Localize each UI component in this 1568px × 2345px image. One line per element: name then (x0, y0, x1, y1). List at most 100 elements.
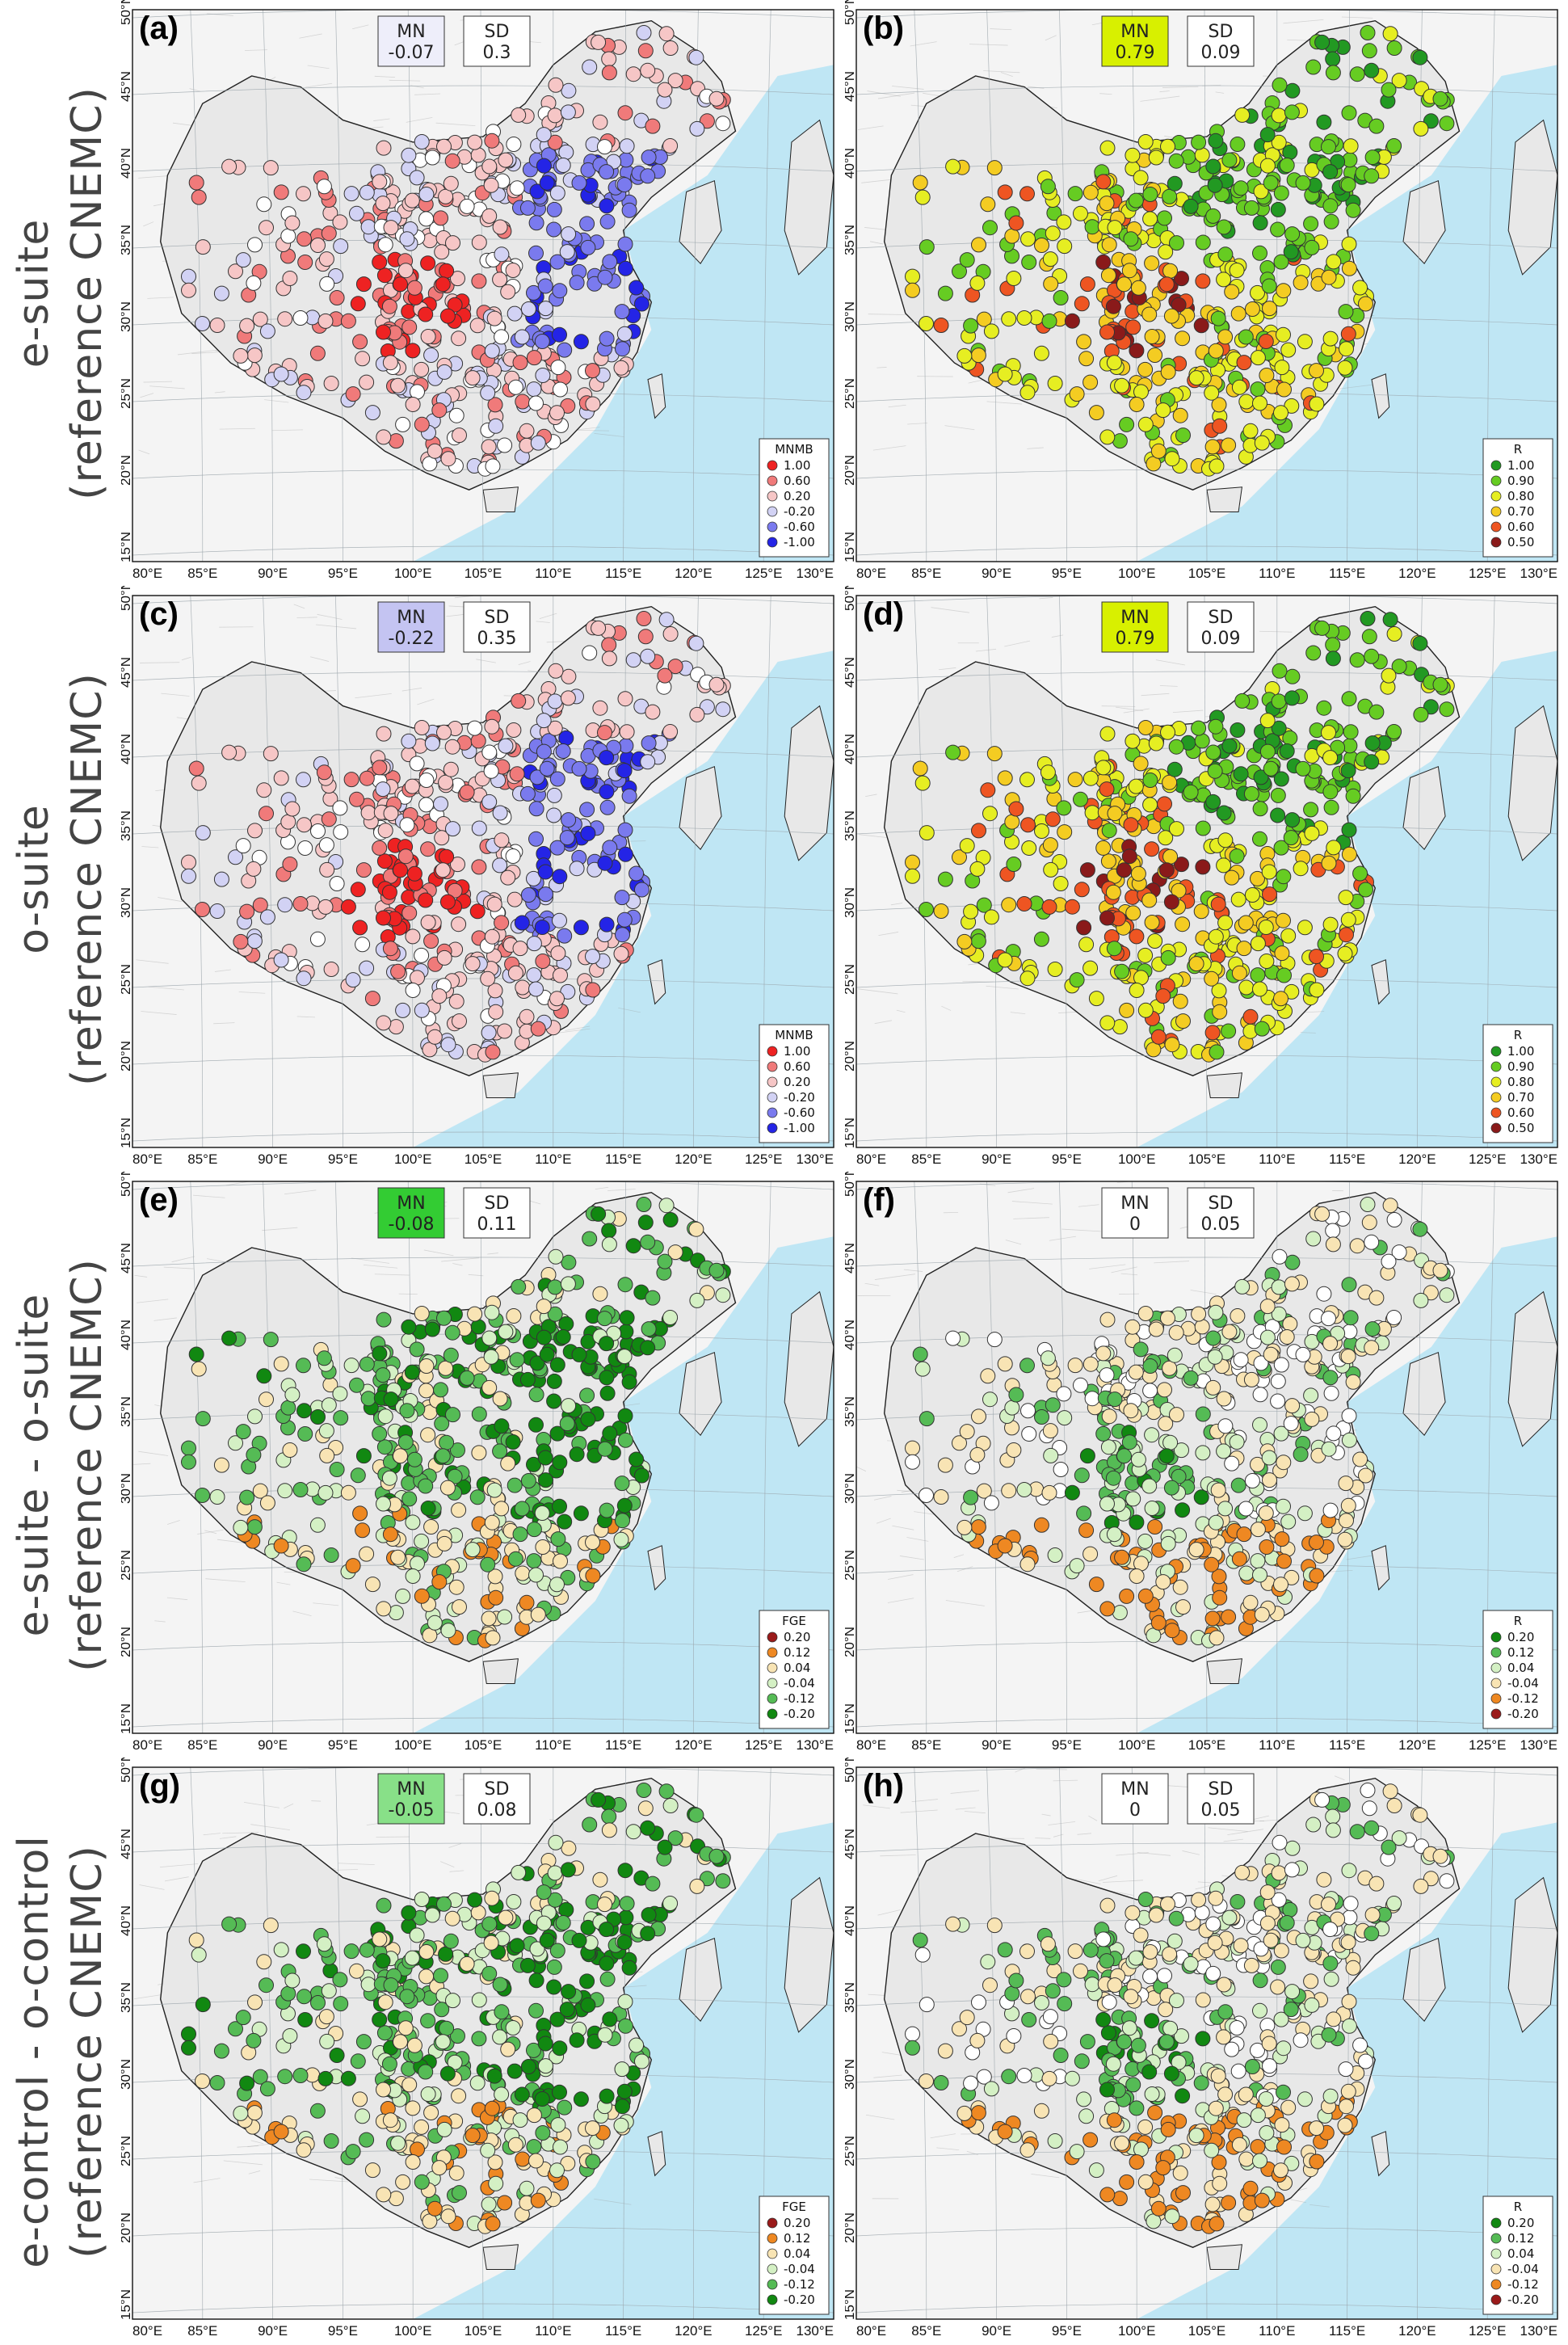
station-markers (181, 1783, 731, 2234)
legend-title: FGE (782, 1614, 806, 1628)
station-marker (1119, 1002, 1135, 1018)
station-marker (439, 848, 455, 865)
station-marker (376, 2187, 392, 2203)
station-marker (569, 861, 585, 877)
legend-item-label: -0.04 (784, 2262, 815, 2276)
station-marker (1323, 1385, 1339, 1401)
station-marker (1364, 1321, 1381, 1337)
station-marker (1144, 2013, 1160, 2029)
station-marker (1034, 823, 1049, 839)
station-marker (1343, 1896, 1359, 1912)
station-marker (514, 2086, 530, 2103)
station-marker (1033, 345, 1049, 361)
station-marker (547, 720, 563, 736)
lon-tick-label: 100°E (394, 1737, 432, 1753)
station-marker (1217, 832, 1234, 848)
legend-item-label: 0.12 (784, 2231, 810, 2246)
mn-box (1101, 15, 1169, 67)
station-marker (549, 2011, 565, 2027)
station-marker (1172, 2165, 1188, 2181)
station-marker (1076, 920, 1092, 936)
legend-swatch (767, 1647, 778, 1658)
station-marker (1195, 273, 1211, 289)
station-marker (438, 1946, 454, 1962)
station-marker (1262, 301, 1277, 317)
station-markers (905, 1197, 1455, 1648)
station-marker (465, 2128, 481, 2144)
station-marker (634, 2053, 649, 2069)
station-marker (195, 1411, 211, 1427)
station-marker (372, 840, 388, 856)
station-marker (359, 184, 375, 200)
station-marker (181, 268, 196, 284)
station-marker (1162, 263, 1179, 279)
station-marker (546, 807, 562, 823)
station-marker (640, 62, 656, 78)
station-marker (235, 2010, 251, 2026)
lat-tick-label: 45°N (845, 71, 857, 102)
station-marker (1280, 1514, 1297, 1530)
legend-swatch (1490, 1107, 1502, 1118)
sea-area (1137, 650, 1557, 1147)
station-marker (1128, 192, 1144, 208)
station-marker (1230, 722, 1246, 738)
station-marker (1386, 40, 1402, 56)
station-marker (919, 1488, 934, 1503)
station-marker (1205, 1916, 1221, 1932)
legend-swatch (1490, 1631, 1502, 1643)
lat-tick-label: 35°N (845, 810, 857, 841)
station-marker (937, 1457, 953, 1473)
station-marker (282, 857, 298, 872)
station-marker (1309, 363, 1324, 379)
station-marker (445, 1407, 460, 1423)
station-marker (323, 2133, 339, 2149)
station-marker (296, 1943, 311, 1960)
station-marker (277, 1483, 293, 1499)
station-marker (1238, 1501, 1254, 1517)
legend-swatch (767, 1076, 778, 1088)
station-marker (914, 189, 931, 205)
station-marker (494, 832, 510, 848)
station-marker (1345, 202, 1361, 218)
lon-tick-label: 125°E (745, 1151, 783, 1167)
station-marker (912, 1932, 928, 1948)
station-marker (1204, 1025, 1221, 1041)
station-marker (956, 1519, 973, 1535)
station-marker (448, 2165, 465, 2181)
station-marker (599, 750, 615, 766)
legend-swatch (1490, 521, 1502, 533)
station-marker (625, 1238, 641, 1254)
station-marker (512, 941, 528, 957)
lon-tick-label: 100°E (394, 1151, 432, 1167)
station-marker (1284, 668, 1301, 684)
station-marker (658, 26, 675, 42)
station-marker (1125, 147, 1141, 163)
station-marker (1128, 1950, 1144, 1966)
station-marker (528, 245, 544, 261)
lon-tick-label: 115°E (605, 2323, 641, 2339)
station-marker (1100, 267, 1116, 284)
station-marker (506, 1894, 522, 1909)
station-marker (188, 760, 204, 777)
lat-tick-label: 40°N (121, 734, 133, 764)
station-marker (1234, 1864, 1251, 1880)
station-marker (1130, 1451, 1146, 1467)
station-marker (345, 972, 361, 988)
station-marker (1221, 1909, 1238, 1926)
station-marker (597, 1441, 613, 1457)
station-marker (1207, 1935, 1223, 1951)
station-marker (1341, 2018, 1357, 2034)
station-marker (195, 239, 211, 255)
station-marker (537, 2036, 553, 2052)
station-marker (393, 862, 408, 878)
station-marker (317, 899, 334, 915)
station-marker (1164, 1037, 1180, 1053)
station-marker (372, 254, 388, 270)
station-marker (1358, 1467, 1373, 1484)
station-marker (550, 1531, 566, 1547)
station-marker (1259, 743, 1276, 760)
station-marker (418, 2064, 434, 2080)
station-marker (1142, 1944, 1158, 1960)
map-frame (132, 9, 834, 562)
lon-tick-label: 125°E (745, 2323, 783, 2339)
